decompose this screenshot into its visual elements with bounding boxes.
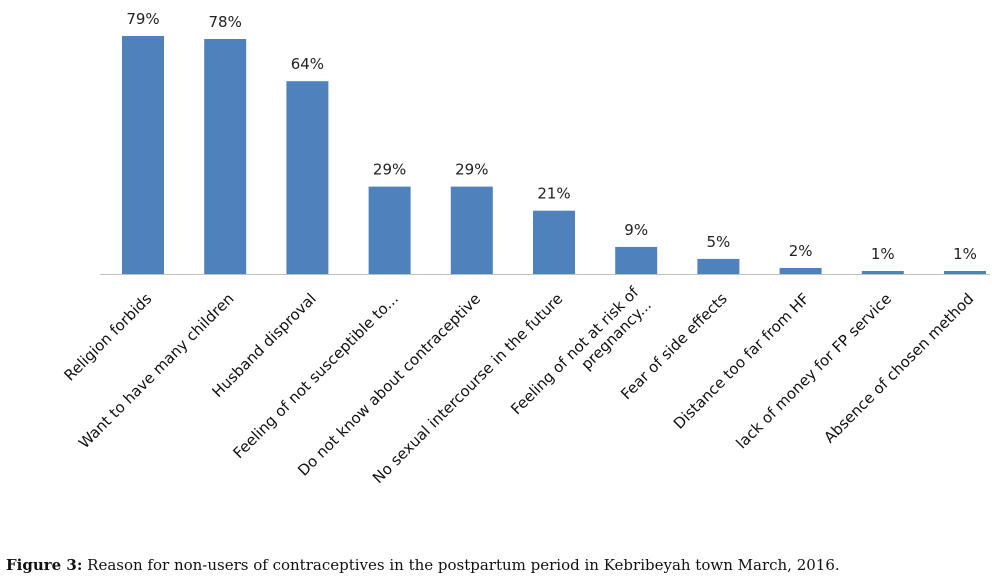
data-label-4: 29% bbox=[373, 161, 406, 179]
data-label-6: 21% bbox=[537, 185, 570, 203]
data-label-1: 79% bbox=[126, 10, 159, 28]
bar-10 bbox=[861, 271, 904, 274]
data-label-7: 9% bbox=[624, 221, 648, 239]
category-label-10: lack of money for FP service bbox=[733, 290, 896, 453]
bar-9 bbox=[779, 268, 822, 274]
category-label-2: Want to have many children bbox=[75, 290, 237, 452]
bar-chart: 79% 78% 64% 29% 29% 21% 9% 5% 2% 1% 1% Religion fo… bbox=[61, 10, 990, 487]
bar-8 bbox=[697, 258, 740, 274]
data-labels-group: 79% 78% 64% 29% 29% 21% 9% 5% 2% 1% 1% bbox=[126, 10, 977, 263]
category-label-11: Absence of chosen method bbox=[820, 290, 977, 447]
category-label-1: Religion forbids bbox=[61, 290, 156, 385]
category-label-9-line-1: Distance too far from HF bbox=[670, 290, 813, 433]
bar-2 bbox=[204, 39, 247, 274]
data-label-3: 64% bbox=[291, 55, 324, 73]
category-label-11-line-1: Absence of chosen method bbox=[820, 290, 977, 447]
category-label-4-line-1: Feeling of not susceptible to... bbox=[229, 290, 401, 462]
bar-6 bbox=[533, 210, 575, 274]
figure-caption: Figure 3: Reason for non-users of contra… bbox=[6, 556, 840, 574]
category-label-5: Do not know about contraceptive bbox=[294, 290, 484, 480]
data-label-2: 78% bbox=[209, 13, 242, 31]
data-label-8: 5% bbox=[707, 233, 731, 251]
figure-caption-label: Figure 3: bbox=[6, 556, 83, 574]
data-label-11: 1% bbox=[953, 245, 977, 263]
bars-group bbox=[122, 36, 986, 274]
category-label-7: Feeling of not at risk ofpregnancy... bbox=[507, 283, 655, 418]
data-label-10: 1% bbox=[871, 245, 895, 263]
category-label-1-line-1: Religion forbids bbox=[61, 290, 156, 385]
category-label-10-line-1: lack of money for FP service bbox=[733, 290, 896, 453]
category-label-5-line-1: Do not know about contraceptive bbox=[294, 290, 484, 480]
data-label-9: 2% bbox=[789, 242, 813, 260]
bar-7 bbox=[615, 246, 658, 274]
data-label-5: 29% bbox=[455, 161, 488, 179]
category-label-2-line-1: Want to have many children bbox=[75, 290, 237, 452]
bar-4 bbox=[368, 186, 411, 274]
bar-5 bbox=[450, 186, 493, 274]
category-label-9: Distance too far from HF bbox=[670, 290, 813, 433]
bar-3 bbox=[286, 81, 329, 274]
category-label-4: Feeling of not susceptible to... bbox=[229, 290, 401, 462]
bar-11 bbox=[944, 271, 986, 274]
figure-caption-text: Reason for non-users of contraceptives i… bbox=[82, 556, 840, 574]
category-label-7-line-1: Feeling of not at risk of bbox=[507, 283, 642, 418]
bar-1 bbox=[122, 36, 164, 274]
